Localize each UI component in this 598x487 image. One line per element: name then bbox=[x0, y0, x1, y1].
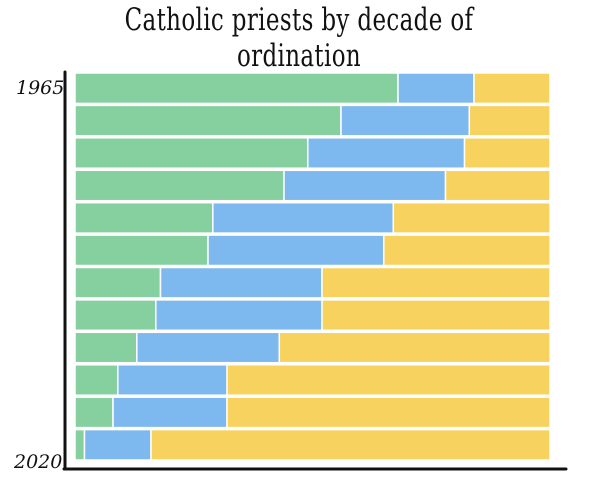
bar-segment-row3-series3 bbox=[463, 137, 551, 169]
bar-segment-row8-series3 bbox=[321, 299, 551, 332]
bar-segment-row6-series2 bbox=[207, 234, 385, 267]
bar-segment-row4-series2 bbox=[283, 169, 447, 202]
bar-segment-row12-series3 bbox=[150, 428, 551, 461]
bars-group bbox=[74, 72, 551, 461]
bar-segment-row10-series2 bbox=[117, 364, 228, 396]
bar-segment-row7-series3 bbox=[321, 266, 551, 299]
bar-segment-row5-series2 bbox=[212, 201, 395, 234]
bar-segment-row6-series1 bbox=[74, 234, 209, 267]
bar-segment-row5-series1 bbox=[74, 201, 214, 234]
bar-segment-row1-series2 bbox=[397, 72, 475, 105]
bar-segment-row7-series1 bbox=[74, 266, 162, 299]
bar-segment-row11-series1 bbox=[74, 396, 114, 429]
bar-segment-row3-series1 bbox=[74, 137, 309, 169]
bar-segment-row4-series3 bbox=[444, 169, 551, 202]
bar-segment-row7-series2 bbox=[159, 266, 323, 299]
bar-segment-row1-series3 bbox=[473, 72, 551, 105]
bar-segment-row2-series3 bbox=[468, 104, 551, 137]
bar-segment-row11-series3 bbox=[226, 396, 551, 429]
bar-segment-row6-series3 bbox=[383, 234, 551, 267]
bar-segment-row8-series1 bbox=[74, 299, 157, 332]
bar-segment-row9-series2 bbox=[136, 331, 281, 364]
bar-segment-row2-series1 bbox=[74, 104, 342, 137]
bar-segment-row4-series1 bbox=[74, 169, 285, 202]
bar-segment-row10-series1 bbox=[74, 364, 119, 396]
bar-segment-row8-series2 bbox=[155, 299, 323, 332]
bar-segment-row9-series3 bbox=[278, 331, 551, 364]
bar-segment-row11-series2 bbox=[112, 396, 228, 429]
bar-segment-row12-series1 bbox=[74, 428, 86, 461]
bar-segment-row2-series2 bbox=[340, 104, 471, 137]
bar-segment-row10-series3 bbox=[226, 364, 551, 396]
chart-title: Catholic priests by decade of ordination bbox=[124, 2, 474, 74]
y-tick-label-bottom: 2020 bbox=[13, 451, 62, 473]
y-tick-label-top: 1965 bbox=[16, 77, 64, 99]
bar-segment-row3-series2 bbox=[307, 137, 466, 169]
bar-segment-row1-series1 bbox=[74, 72, 399, 105]
bar-segment-row9-series1 bbox=[74, 331, 138, 364]
bar-segment-row5-series3 bbox=[392, 201, 551, 234]
bar-segment-row12-series2 bbox=[83, 428, 152, 461]
